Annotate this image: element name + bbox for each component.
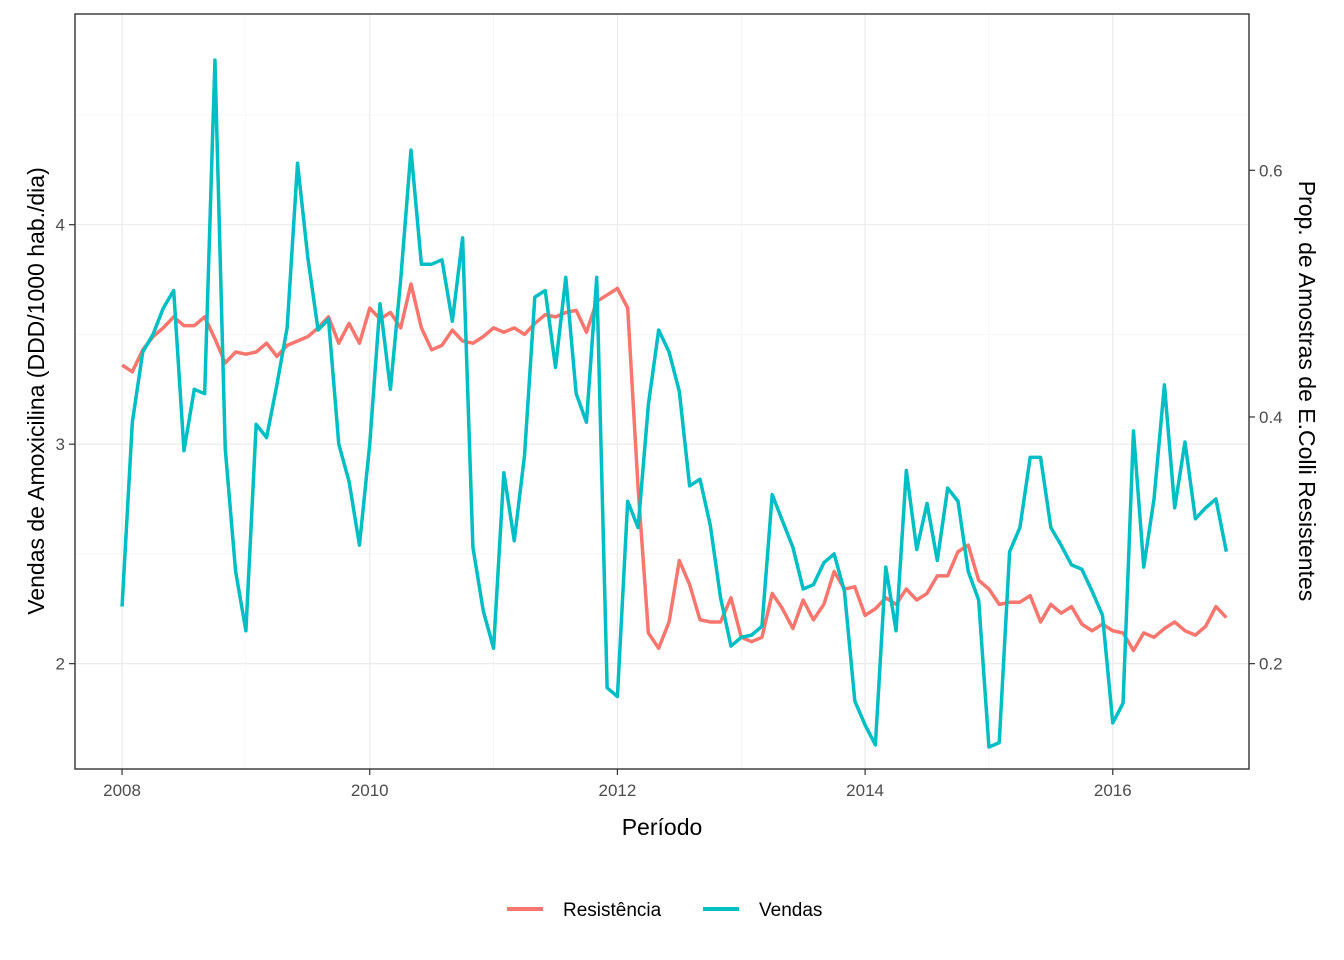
x-tick-label: 2010 — [351, 781, 389, 800]
legend-label-resistencia: Resistência — [563, 900, 662, 921]
series-line-resistencia — [121, 282, 1228, 653]
y-axis-right-title: Prop. de Amostras de E.Colli Resistentes — [1294, 181, 1320, 602]
major-gridlines — [75, 14, 1249, 769]
plot-panel-border — [74, 13, 1250, 770]
x-tick-label: 2008 — [103, 781, 141, 800]
y-left-tick-label: 4 — [56, 216, 65, 235]
y-axis-right: 0.2 0.4 0.6 — [1249, 161, 1283, 674]
y-right-tick-label: 0.4 — [1259, 408, 1283, 427]
x-tick-label: 2012 — [599, 781, 637, 800]
x-axis: 2008 2010 2012 2014 2016 — [103, 769, 1132, 800]
legend-label-vendas: Vendas — [759, 900, 822, 921]
y-right-tick-label: 0.6 — [1259, 161, 1283, 180]
y-axis-left-title: Vendas de Amoxicilina (DDD/1000 hab./dia… — [23, 167, 49, 614]
x-tick-label: 2014 — [846, 781, 884, 800]
y-axis-left: 2 3 4 — [56, 216, 75, 674]
y-right-tick-label: 0.2 — [1259, 655, 1283, 674]
x-tick-label: 2016 — [1094, 781, 1132, 800]
x-axis-title: Período — [622, 814, 703, 840]
y-left-tick-label: 3 — [56, 435, 65, 454]
legend: Resistência Vendas — [507, 900, 822, 921]
y-left-tick-label: 2 — [56, 655, 65, 674]
series-line-vendas — [120, 58, 1229, 749]
series-lines — [120, 58, 1229, 749]
